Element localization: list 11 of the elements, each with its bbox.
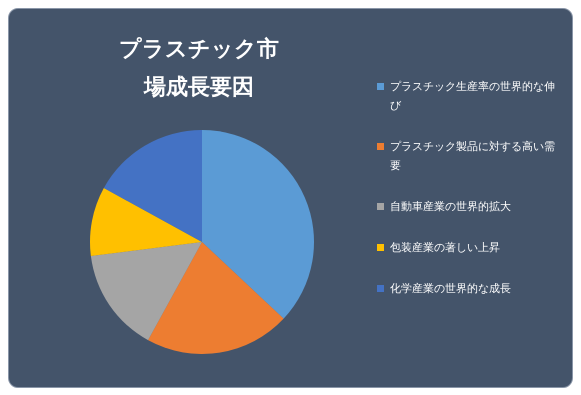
pie-slice — [202, 130, 314, 319]
legend-label: 自動車産業の世界的拡大 — [390, 198, 511, 214]
legend-label: 化学産業の世界的な成長 — [390, 280, 511, 296]
legend-label: プラスチック生産率の世界的な伸び — [390, 78, 556, 114]
pie-slice — [104, 130, 202, 242]
pie-slice — [90, 188, 202, 256]
legend-label: プラスチック製品に対する高い需要 — [390, 138, 556, 174]
chart-title: プラスチック市場成長要因 — [118, 36, 280, 102]
pie-slice — [90, 242, 202, 340]
pie-slice — [148, 242, 284, 354]
legend-label: 包装産業の著しい上昇 — [390, 240, 500, 256]
